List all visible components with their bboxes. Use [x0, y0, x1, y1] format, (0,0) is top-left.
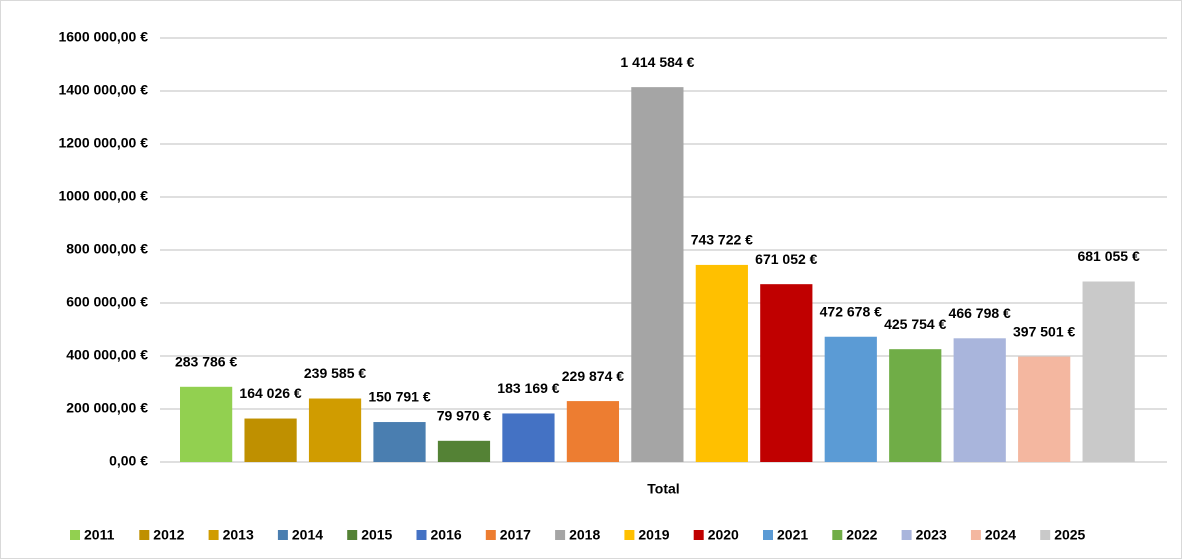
legend-label: 2017 — [500, 527, 531, 543]
y-tick-label: 1600 000,00 € — [58, 29, 148, 45]
legend-label: 2015 — [361, 527, 392, 543]
legend-swatch — [624, 530, 635, 540]
legend-swatch — [70, 530, 80, 540]
data-label: 164 026 € — [239, 385, 301, 401]
legend-label: 2022 — [846, 527, 877, 543]
legend-label: 2020 — [708, 527, 739, 543]
legend-swatch — [901, 530, 912, 540]
bar — [244, 418, 297, 462]
legend-label: 2013 — [223, 527, 254, 543]
bar — [1018, 356, 1071, 462]
data-label: 79 970 € — [437, 408, 492, 424]
legend-label: 2019 — [638, 527, 669, 543]
bar — [1082, 281, 1135, 462]
y-tick-label: 200 000,00 € — [66, 400, 148, 416]
legend-swatch — [970, 530, 981, 540]
bar — [889, 349, 942, 462]
legend-swatch — [485, 530, 496, 540]
legend-swatch — [693, 530, 704, 540]
data-label: 239 585 € — [304, 365, 366, 381]
data-label: 283 786 € — [175, 353, 237, 369]
data-label: 681 055 € — [1077, 248, 1139, 264]
legend-label: 2014 — [292, 527, 323, 543]
y-tick-label: 1200 000,00 € — [58, 135, 148, 151]
data-label: 150 791 € — [368, 389, 430, 405]
legend-swatch — [347, 530, 358, 540]
legend-swatch — [139, 530, 150, 540]
legend-swatch — [277, 530, 288, 540]
bar — [373, 422, 426, 462]
y-tick-label: 800 000,00 € — [66, 241, 148, 257]
data-label: 466 798 € — [949, 305, 1011, 321]
legend-label: 2023 — [916, 527, 947, 543]
y-tick-label: 400 000,00 € — [66, 347, 148, 363]
data-label: 229 874 € — [562, 368, 624, 384]
bar — [502, 413, 555, 462]
legend-swatch — [832, 530, 843, 540]
bar — [180, 386, 233, 462]
y-tick-label: 0,00 € — [109, 453, 148, 469]
bar — [953, 338, 1006, 462]
data-label: 472 678 € — [820, 303, 882, 319]
x-tick-label: Total — [647, 481, 679, 497]
data-label: 397 501 € — [1013, 323, 1075, 339]
legend-swatch — [208, 530, 219, 540]
bar — [631, 87, 684, 462]
legend-label: 2025 — [1054, 527, 1085, 543]
y-tick-label: 600 000,00 € — [66, 294, 148, 310]
data-label: 1 414 584 € — [620, 54, 694, 70]
data-label: 671 052 € — [755, 251, 817, 267]
bar — [308, 398, 362, 462]
y-tick-label: 1400 000,00 € — [58, 82, 148, 98]
legend-label: 2021 — [777, 527, 808, 543]
legend-swatch — [1040, 530, 1051, 540]
bar — [760, 284, 813, 462]
data-label: 183 169 € — [497, 380, 559, 396]
bar — [824, 336, 877, 462]
bar — [566, 401, 620, 462]
legend-label: 2018 — [569, 527, 600, 543]
legend-label: 2016 — [431, 527, 462, 543]
data-label: 743 722 € — [691, 232, 753, 248]
data-label: 425 754 € — [884, 316, 946, 332]
legend-label: 2012 — [153, 527, 184, 543]
legend-label: 2011 — [84, 527, 115, 543]
bar — [437, 440, 491, 462]
bar — [695, 264, 748, 462]
legend-swatch — [416, 530, 427, 540]
legend-swatch — [763, 530, 773, 540]
legend-swatch — [555, 530, 566, 540]
legend-label: 2024 — [985, 527, 1016, 543]
y-tick-label: 1000 000,00 € — [58, 188, 148, 204]
